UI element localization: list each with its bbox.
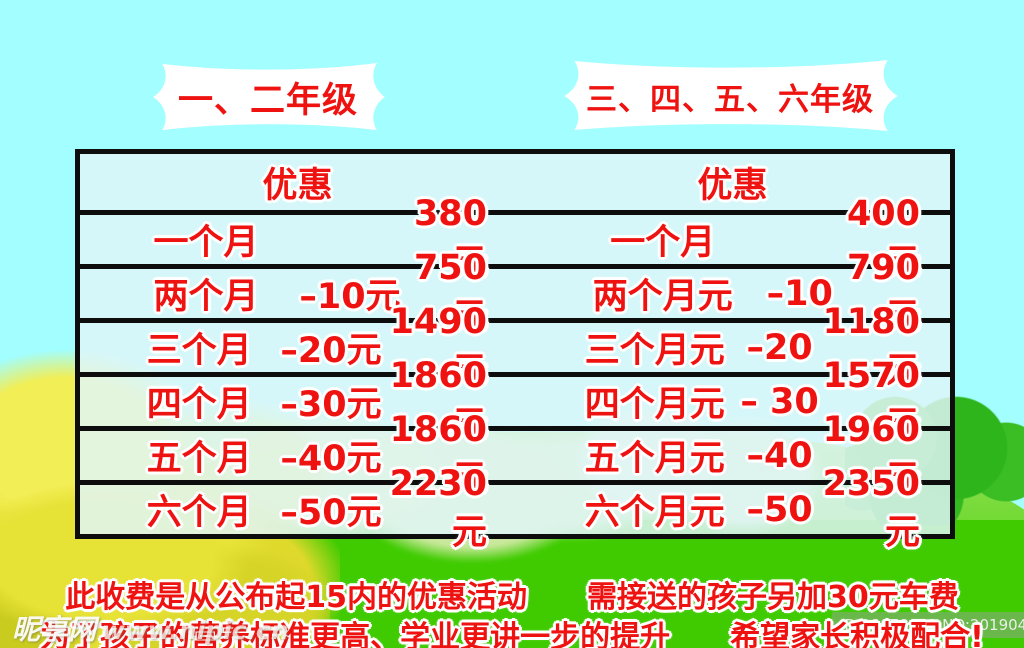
period-label: 五个月元	[584, 439, 725, 479]
discount-value: –20	[746, 327, 813, 368]
row-6-left: 六个月 –50元 2230元	[80, 464, 515, 553]
banner-grades-3-6: 三、四、五、六年级	[548, 57, 912, 135]
price-value: 400元	[846, 194, 920, 283]
table-row: 三个月 –20元 1490元 三个月元 –20 1180元	[80, 302, 950, 391]
price-value: 1860元	[389, 356, 487, 445]
period-label: 一个月	[153, 223, 259, 263]
period-label: 四个月元	[584, 385, 725, 425]
table-header-row: 优惠 优惠	[80, 154, 950, 210]
period-label: 五个月	[146, 439, 252, 479]
table-row: 一个月 380元 一个月 400元	[80, 194, 950, 283]
footer-line-1: 此收费是从公布起15内的优惠活动 需接送的孩子另加30元车费	[65, 580, 959, 615]
site-watermark-url: www.nipic.cn	[101, 616, 289, 645]
price-value: 750元	[413, 248, 487, 337]
footer-line-2: 为了孩子的营养标准更高、学业更讲一步的提升 希望家长积极配合!	[40, 620, 984, 648]
header-right-label: 优惠	[697, 165, 768, 206]
row-4-left: 四个月 –30元 1860元	[80, 356, 515, 445]
price-value: 1490元	[389, 302, 487, 391]
footer-notice: 此收费是从公布起15内的优惠活动 需接送的孩子另加30元车费 为了孩子的营养标准…	[0, 578, 1024, 648]
price-value: 2230元	[389, 464, 487, 553]
site-watermark-name: 昵享网	[12, 613, 97, 646]
discount-value: –40元	[280, 439, 382, 479]
banner-grades-1-2: 一、二年级	[137, 60, 399, 134]
period-label: 三个月	[146, 331, 252, 371]
discount-value: –50元	[280, 493, 382, 533]
table-row: 两个月 –10元 750元 两个月元 –10 790元	[80, 248, 950, 337]
discount-value: – 30	[740, 381, 819, 422]
period-label: 一个月	[610, 223, 716, 263]
header-right: 优惠	[515, 154, 950, 210]
row-4-right: 四个月元 – 30 1570元	[515, 356, 950, 445]
ribbon-shape	[153, 62, 385, 131]
discount-value: –30元	[280, 385, 382, 425]
price-value: 380元	[413, 194, 487, 283]
fee-table: 优惠 优惠 一个月 380元 一个月 400元 两个月 –10元 750元 两个…	[75, 149, 955, 553]
row-1-right: 一个月 400元	[515, 194, 950, 283]
row-5-left: 五个月 –40元 1860元	[80, 410, 515, 499]
discount-value: –40	[746, 435, 813, 476]
row-3-right: 三个月元 –20 1180元	[515, 302, 950, 391]
row-1-left: 一个月 380元	[80, 194, 515, 283]
period-label: 两个月	[153, 277, 259, 317]
header-left: 优惠	[80, 154, 515, 210]
header-left-label: 优惠	[262, 165, 333, 206]
row-6-right: 六个月元 –50 2350元	[515, 464, 950, 553]
discount-value: –20元	[280, 331, 382, 371]
period-label: 六个月	[146, 493, 252, 533]
price-value: 2350元	[822, 464, 920, 553]
period-label: 两个月元	[592, 277, 733, 317]
stock-id-watermark: ID:28078053 NO:20190412115347887081	[832, 612, 1024, 638]
table-row: 六个月 –50元 2230元 六个月元 –50 2350元	[80, 464, 950, 553]
price-value: 1960元	[822, 410, 920, 499]
price-value: 790元	[846, 248, 920, 337]
row-2-left: 两个月 –10元 750元	[80, 248, 515, 337]
price-value: 1570元	[822, 356, 920, 445]
discount-value: –50	[746, 489, 813, 530]
price-value: 1860元	[389, 410, 487, 499]
period-label: 六个月元	[584, 493, 725, 533]
discount-value: –10元	[299, 277, 401, 317]
ribbon-shape	[564, 60, 898, 131]
period-label: 三个月元	[584, 331, 725, 371]
row-3-left: 三个月 –20元 1490元	[80, 302, 515, 391]
banner-grades-3-6-label: 三、四、五、六年级	[586, 81, 874, 118]
row-2-right: 两个月元 –10 790元	[515, 248, 950, 337]
price-value: 1180元	[822, 302, 920, 391]
table-row: 五个月 –40元 1860元 五个月元 –40 1960元	[80, 410, 950, 499]
table-row: 四个月 –30元 1860元 四个月元 – 30 1570元	[80, 356, 950, 445]
banner-grades-1-2-label: 一、二年级	[177, 80, 358, 121]
row-5-right: 五个月元 –40 1960元	[515, 410, 950, 499]
site-watermark: 昵享网 www.nipic.cn	[12, 608, 289, 648]
period-label: 四个月	[146, 385, 252, 425]
discount-value: –10	[766, 273, 833, 314]
